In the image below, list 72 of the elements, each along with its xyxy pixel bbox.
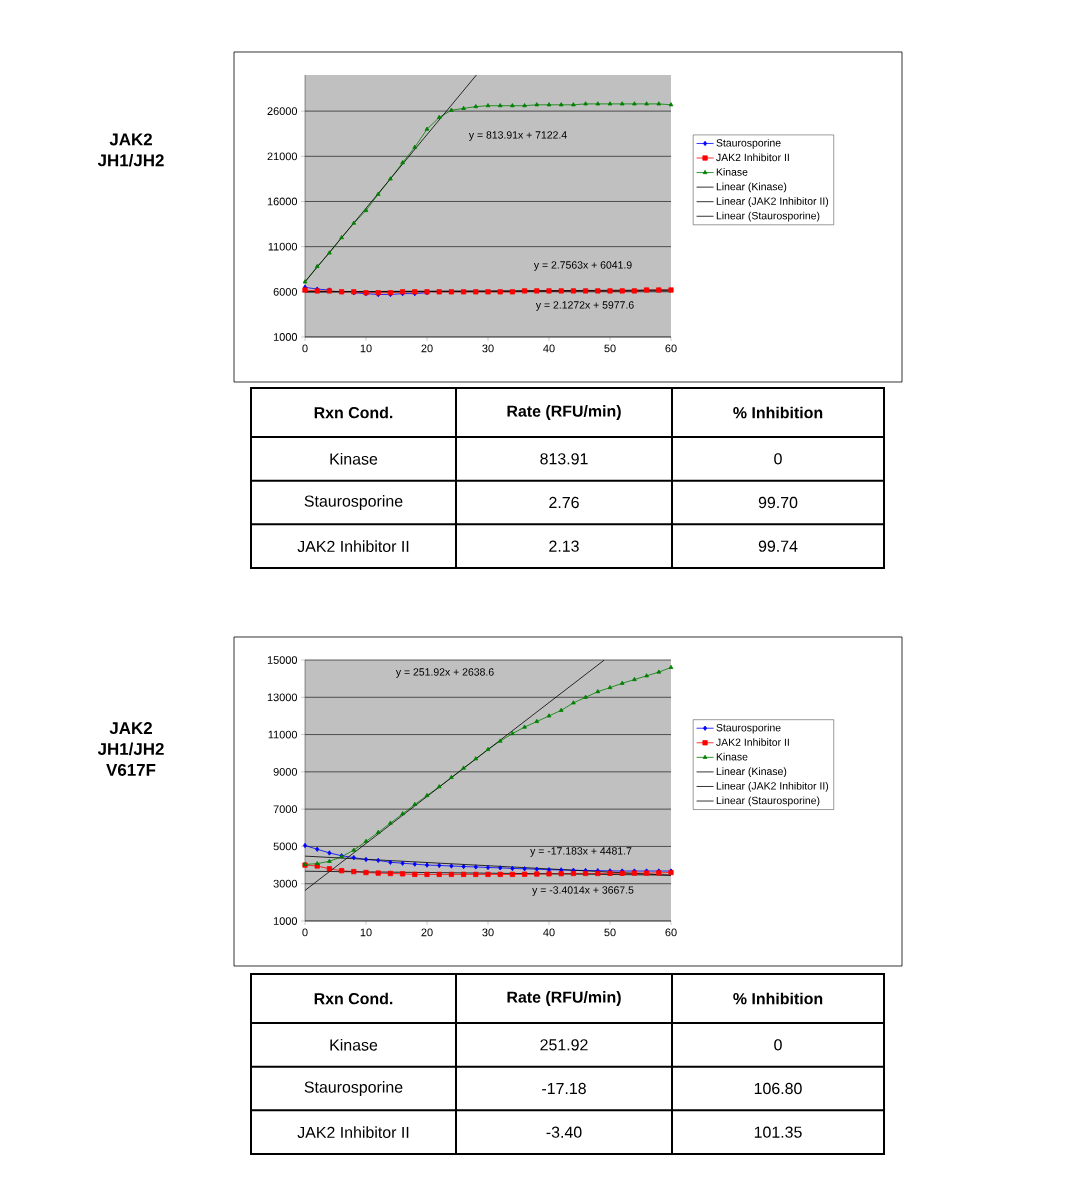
- x-tick-label: 50: [604, 928, 616, 937]
- y-tick-label: 3000: [273, 879, 298, 888]
- legend-label: Linear (Staurosporine): [716, 796, 820, 807]
- text: JAK2 JH1/JH2: [97, 133, 164, 167]
- legend-label: Staurosporine: [716, 723, 781, 734]
- text: -17.18: [542, 1082, 586, 1095]
- annotation: y = 813.91x + 7122.4: [468, 131, 567, 141]
- text: % Inhibition: [733, 992, 823, 1005]
- text: JAK2 JH1/JH2 V617F: [97, 722, 164, 776]
- text: 0: [774, 453, 782, 465]
- text: 106.80: [754, 1082, 802, 1095]
- text: Kinase: [330, 1038, 378, 1051]
- x-tick-label: 60: [665, 928, 677, 937]
- legend-label: Linear (Kinase): [716, 767, 787, 778]
- text: Staurosporine: [304, 1081, 403, 1096]
- text: Kinase: [330, 452, 378, 465]
- text: JAK2 Inhibitor II: [297, 1126, 409, 1139]
- y-tick-label: 15000: [267, 656, 298, 664]
- annotation: y = 2.7563x + 6041.9: [533, 261, 632, 271]
- y-tick-label: 11000: [268, 242, 298, 251]
- text: JAK2 Inhibitor II: [297, 540, 409, 553]
- legend-label: Linear (Staurosporine): [716, 211, 820, 222]
- text: 813.91: [540, 453, 588, 465]
- x-tick-label: 0: [302, 928, 308, 937]
- text: 101.35: [754, 1126, 802, 1138]
- y-tick-label: 21000: [267, 152, 298, 161]
- x-tick-label: 0: [302, 344, 308, 353]
- text: 0: [774, 1039, 782, 1051]
- x-tick-label: 10: [360, 928, 372, 937]
- x-tick-label: 40: [543, 928, 555, 937]
- text: 99.70: [758, 496, 798, 509]
- annotation: y = 2.1272x + 5977.6: [535, 301, 634, 311]
- text: -3.40: [546, 1126, 582, 1138]
- y-tick-label: 16000: [267, 197, 298, 206]
- legend-label: Kinase: [716, 168, 748, 176]
- text: Rxn Cond.: [314, 992, 393, 1005]
- text: 251.92: [540, 1039, 588, 1051]
- text: Rate (RFU/min): [507, 991, 621, 1006]
- x-tick-label: 30: [482, 928, 494, 937]
- y-tick-label: 13000: [267, 693, 298, 702]
- y-tick-label: 6000: [273, 287, 298, 296]
- x-tick-label: 20: [421, 344, 433, 353]
- legend-label: Staurosporine: [716, 138, 781, 149]
- x-tick-label: 10: [360, 344, 372, 353]
- y-tick-label: 5000: [273, 842, 298, 851]
- y-tick-label: 1000: [273, 333, 298, 341]
- x-tick-label: 30: [482, 344, 494, 353]
- y-tick-label: 7000: [273, 805, 298, 814]
- legend-label: JAK2 Inhibitor II: [716, 153, 789, 162]
- text: Rxn Cond.: [314, 406, 393, 419]
- x-tick-label: 40: [543, 344, 555, 353]
- y-tick-label: 11000: [268, 730, 298, 739]
- legend-label: Linear (Kinase): [716, 182, 787, 193]
- y-tick-label: 26000: [267, 107, 298, 116]
- legend-label: Linear (JAK2 Inhibitor II): [716, 781, 829, 792]
- annotation: y = -3.4014x + 3667.5: [532, 886, 634, 896]
- text: 99.74: [758, 540, 798, 552]
- annotation: y = 251.92x + 2638.6: [395, 668, 494, 678]
- text: % Inhibition: [733, 406, 823, 419]
- annotation: y = -17.183x + 4481.7: [530, 847, 632, 857]
- text: Staurosporine: [304, 495, 403, 510]
- y-tick-label: 1000: [273, 917, 298, 925]
- y-tick-label: 9000: [273, 767, 298, 776]
- legend-label: Kinase: [716, 752, 748, 761]
- x-tick-label: 60: [665, 344, 677, 353]
- text: 2.13: [549, 540, 579, 552]
- x-tick-label: 20: [421, 928, 433, 937]
- text: 2.76: [549, 496, 579, 509]
- x-tick-label: 50: [604, 344, 616, 353]
- text: Rate (RFU/min): [507, 405, 621, 420]
- legend-label: Linear (JAK2 Inhibitor II): [716, 197, 829, 207]
- legend-label: JAK2 Inhibitor II: [716, 738, 789, 746]
